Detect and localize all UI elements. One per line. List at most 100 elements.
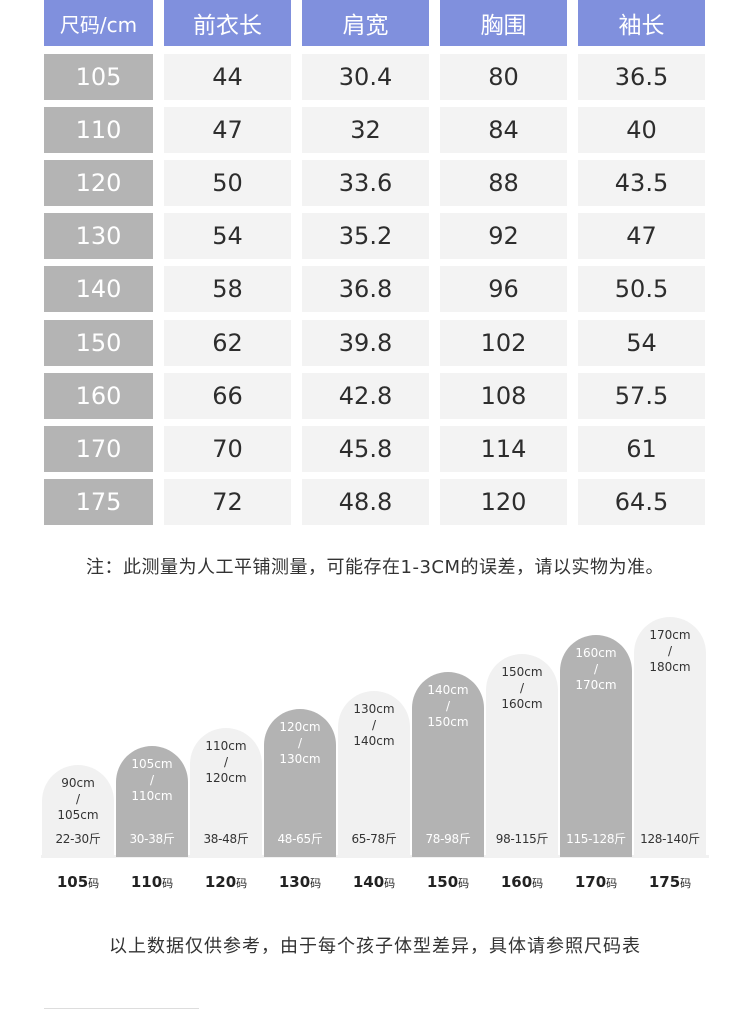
table-cell: 102	[440, 320, 567, 366]
size-cell: 105	[44, 54, 153, 100]
size-number: 130	[278, 873, 311, 891]
weight-range-label: 78-98斤	[425, 832, 471, 846]
table-cell: 54	[164, 213, 291, 259]
table-cell: 120	[440, 479, 567, 525]
table-row: 105 44 30.4 80 36.5	[0, 54, 750, 100]
table-cell: 47	[164, 107, 291, 153]
header-front-length: 前衣长	[164, 0, 291, 46]
size-unit: 码	[680, 877, 692, 890]
slash-label: /	[149, 773, 155, 787]
size-unit: 码	[532, 877, 544, 890]
size-unit: 码	[310, 877, 322, 890]
bar-height-range: 105cm / 110cm	[131, 756, 172, 804]
bar-height-range: 170cm / 180cm	[649, 627, 690, 675]
table-cell: 47	[578, 213, 705, 259]
weight-range-label: 48-65斤	[277, 832, 323, 846]
size-unit: 码	[606, 877, 618, 890]
weight-range-label: 115-128斤	[566, 832, 626, 846]
table-header-row: 尺码/cm 前衣长 肩宽 胸围 袖长	[0, 0, 750, 46]
table-cell: 108	[440, 373, 567, 419]
header-sleeve: 袖长	[578, 0, 705, 46]
table-cell: 58	[164, 266, 291, 312]
height-from-label: 120cm	[279, 720, 321, 734]
height-to-label: 170cm	[575, 678, 617, 692]
height-to-label: 150cm	[427, 715, 469, 729]
height-to-label: 105cm	[57, 808, 99, 822]
slash-label: /	[593, 662, 599, 676]
chart-bar: 90cm / 105cm 22-30斤	[42, 765, 114, 857]
table-row: 120 50 33.6 88 43.5	[0, 160, 750, 206]
slash-label: /	[445, 699, 451, 713]
size-number: 110	[130, 873, 163, 891]
table-cell: 35.2	[302, 213, 429, 259]
header-size: 尺码/cm	[44, 0, 153, 46]
bar-height-range: 110cm / 120cm	[205, 738, 246, 786]
size-unit: 码	[458, 877, 470, 890]
table-cell: 64.5	[578, 479, 705, 525]
size-cell: 130	[44, 213, 153, 259]
height-from-label: 90cm	[61, 776, 95, 790]
table-cell: 54	[578, 320, 705, 366]
size-height-chart: 90cm/105cm 22-30斤 105码 105cm/110cm 30-38斤 110…	[0, 600, 750, 900]
table-cell: 70	[164, 426, 291, 472]
table-cell: 50.5	[578, 266, 705, 312]
bar-height-range: 160cm / 170cm	[575, 645, 616, 693]
height-to-label: 110cm	[131, 789, 173, 803]
table-cell: 96	[440, 266, 567, 312]
height-from-label: 105cm	[131, 757, 173, 771]
size-cell: 150	[44, 320, 153, 366]
height-from-label: 170cm	[649, 628, 691, 642]
weight-range-label: 65-78斤	[351, 832, 397, 846]
table-cell: 48.8	[302, 479, 429, 525]
table-cell: 32	[302, 107, 429, 153]
table-cell: 66	[164, 373, 291, 419]
size-cell: 110	[44, 107, 153, 153]
size-tick-label: 170码	[560, 873, 632, 891]
size-number: 160	[500, 873, 533, 891]
table-row: 130 54 35.2 92 47	[0, 213, 750, 259]
slash-label: /	[519, 681, 525, 695]
height-to-label: 130cm	[279, 752, 321, 766]
height-from-label: 150cm	[501, 665, 543, 679]
table-cell: 62	[164, 320, 291, 366]
size-cell: 175	[44, 479, 153, 525]
chart-bar: 170cm / 180cm 128-140斤	[634, 617, 706, 857]
table-cell: 80	[440, 54, 567, 100]
chart-bar: 160cm / 170cm 115-128斤	[560, 635, 632, 857]
size-number: 170	[574, 873, 607, 891]
slash-label: /	[297, 736, 303, 750]
table-cell: 114	[440, 426, 567, 472]
height-from-label: 110cm	[205, 739, 247, 753]
table-row: 175 72 48.8 120 64.5	[0, 479, 750, 525]
size-tick-label: 140码	[338, 873, 410, 891]
table-cell: 50	[164, 160, 291, 206]
slash-label: /	[371, 718, 377, 732]
size-number: 120	[204, 873, 237, 891]
table-cell: 40	[578, 107, 705, 153]
weight-range-label: 38-48斤	[203, 832, 249, 846]
size-cell: 120	[44, 160, 153, 206]
size-number: 105	[56, 873, 89, 891]
weight-range-label: 22-30斤	[55, 832, 101, 846]
chart-bar: 120cm / 130cm 48-65斤	[264, 709, 336, 857]
weight-range-label: 128-140斤	[640, 832, 700, 846]
height-to-label: 140cm	[353, 734, 395, 748]
table-cell: 57.5	[578, 373, 705, 419]
table-cell: 36.8	[302, 266, 429, 312]
bar-height-range: 130cm / 140cm	[353, 701, 394, 749]
slash-label: /	[667, 644, 673, 658]
table-row: 150 62 39.8 102 54	[0, 320, 750, 366]
height-from-label: 160cm	[575, 646, 617, 660]
table-row: 170 70 45.8 114 61	[0, 426, 750, 472]
chart-bar: 130cm / 140cm 65-78斤	[338, 691, 410, 857]
size-unit: 码	[384, 877, 396, 890]
height-to-label: 120cm	[205, 771, 247, 785]
chart-bar: 110cm / 120cm 38-48斤	[190, 728, 262, 857]
size-tick-label: 175码	[634, 873, 706, 891]
table-cell: 84	[440, 107, 567, 153]
size-unit: 码	[236, 877, 248, 890]
reference-note: 以上数据仅供参考，由于每个孩子体型差异，具体请参照尺码表	[109, 936, 641, 957]
table-cell: 36.5	[578, 54, 705, 100]
table-row: 140 58 36.8 96 50.5	[0, 266, 750, 312]
size-tick-label: 160码	[486, 873, 558, 891]
